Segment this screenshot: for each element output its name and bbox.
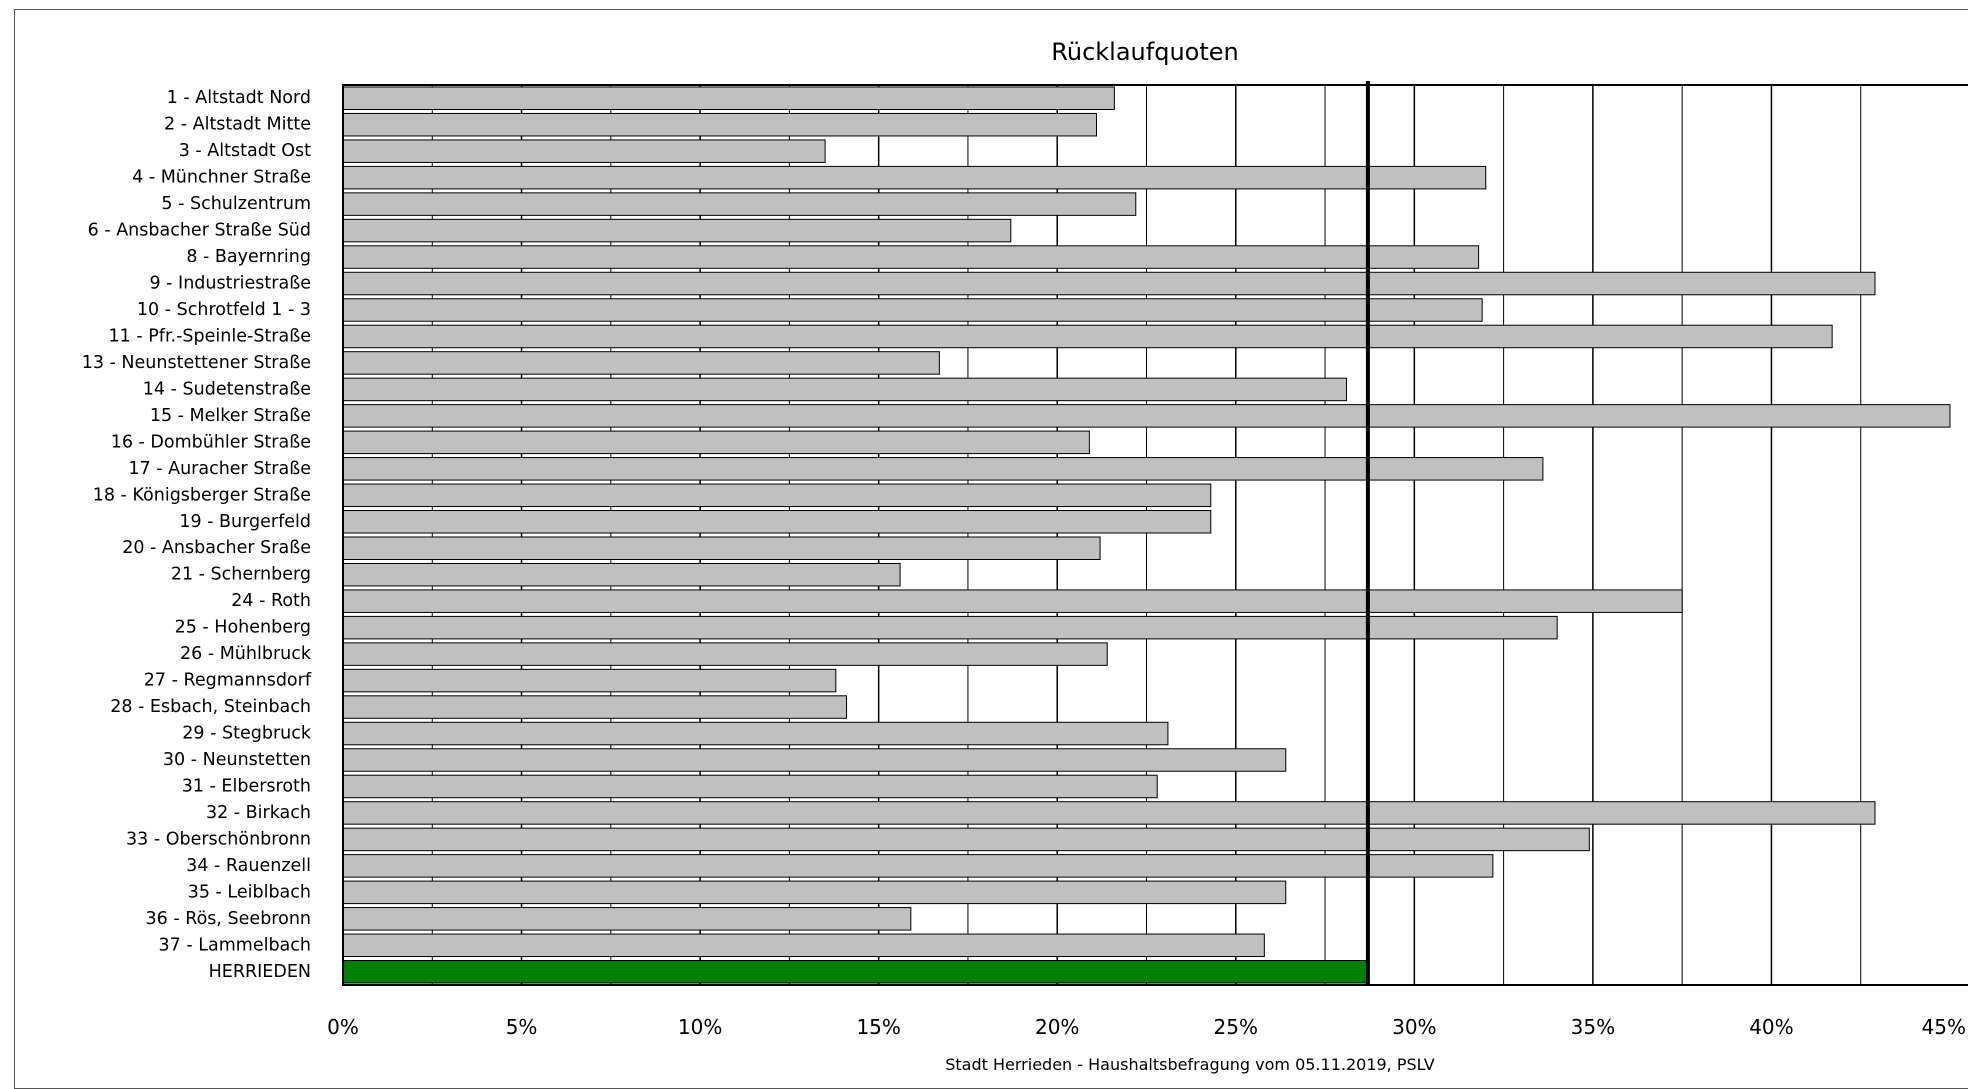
bar bbox=[342, 377, 1347, 402]
category-label: 2 - Altstadt Mitte bbox=[164, 115, 311, 135]
category-label: 33 - Oberschönbronn bbox=[126, 829, 311, 849]
bar bbox=[342, 139, 826, 163]
bar bbox=[342, 642, 1108, 666]
category-labels: 1 - Altstadt Nord 2 - Altstadt Mitte 3 - A… bbox=[82, 88, 312, 982]
category-label: 35 - Leiblbach bbox=[188, 882, 311, 902]
bar bbox=[342, 430, 1090, 455]
category-label: 28 - Esbach, Steinbach bbox=[110, 697, 311, 717]
category-label: 29 - Stegbruck bbox=[182, 724, 312, 744]
x-tick-label: 5% bbox=[506, 1015, 538, 1039]
category-label: 18 - Königsberger Straße bbox=[93, 485, 311, 505]
category-label: 8 - Bayernring bbox=[186, 247, 311, 267]
category-label: HERRIEDEN bbox=[209, 962, 311, 982]
x-tick-label: 35% bbox=[1571, 1015, 1615, 1039]
bar bbox=[342, 854, 1494, 878]
category-label: 25 - Hohenberg bbox=[175, 618, 311, 638]
category-label: 14 - Sudetenstraße bbox=[143, 379, 311, 399]
category-label: 4 - Münchner Straße bbox=[132, 168, 311, 188]
category-label: 5 - Schulzentrum bbox=[161, 194, 311, 214]
chart-caption: Stadt Herrieden - Haushaltsbefragung vom… bbox=[945, 1055, 1435, 1074]
plot-border bbox=[342, 84, 1968, 986]
category-label: 37 - Lammelbach bbox=[159, 935, 311, 955]
bar bbox=[342, 165, 1487, 190]
category-label: 27 - Regmannsdorf bbox=[144, 671, 312, 691]
bar bbox=[342, 86, 1115, 110]
bar bbox=[342, 721, 1169, 746]
category-label: 20 - Ansbacher Sraße bbox=[122, 538, 311, 558]
category-label: 10 - Schrotfeld 1 - 3 bbox=[137, 300, 311, 320]
bar bbox=[342, 668, 837, 693]
bar bbox=[342, 112, 1098, 137]
category-label: 11 - Pfr.-Speinle-Straße bbox=[109, 326, 311, 346]
bar bbox=[342, 880, 1287, 905]
x-tick-label: 30% bbox=[1392, 1015, 1436, 1039]
bar bbox=[342, 933, 1265, 958]
x-tick-label: 0% bbox=[327, 1015, 359, 1039]
category-label: 32 - Birkach bbox=[206, 803, 311, 823]
bar bbox=[342, 271, 1876, 296]
category-label: 26 - Mühlbruck bbox=[180, 644, 312, 664]
category-label: 16 - Dombühler Straße bbox=[111, 432, 311, 452]
category-label: 19 - Burgerfeld bbox=[179, 512, 311, 532]
bar bbox=[342, 774, 1158, 799]
category-label: 31 - Elbersroth bbox=[182, 776, 311, 796]
category-label: 36 - Rös, Seebronn bbox=[146, 909, 311, 929]
category-label: 3 - Altstadt Ost bbox=[179, 141, 311, 161]
chart-title: Rücklaufquoten bbox=[1051, 38, 1238, 66]
bar bbox=[342, 192, 1137, 216]
bar bbox=[342, 404, 1951, 428]
x-tick-label: 40% bbox=[1749, 1015, 1793, 1039]
bar bbox=[342, 695, 848, 719]
bar bbox=[342, 615, 1558, 640]
bar bbox=[342, 827, 1590, 852]
category-label: 17 - Auracher Straße bbox=[128, 459, 311, 479]
category-label: 9 - Industriestraße bbox=[149, 274, 311, 294]
bar bbox=[342, 589, 1683, 613]
bar bbox=[342, 324, 1833, 349]
bar bbox=[342, 907, 912, 931]
category-label: 6 - Ansbacher Straße Süd bbox=[88, 221, 311, 241]
category-label: 30 - Neunstetten bbox=[163, 750, 311, 770]
bar bbox=[342, 218, 1012, 243]
category-label: 21 - Schernberg bbox=[171, 565, 311, 585]
bar bbox=[342, 801, 1876, 825]
category-label: 34 - Rauenzell bbox=[186, 856, 311, 876]
x-tick-label: 25% bbox=[1214, 1015, 1258, 1039]
bar bbox=[342, 298, 1483, 322]
category-label: 24 - Roth bbox=[231, 591, 311, 611]
bar bbox=[342, 351, 940, 375]
bar bbox=[342, 245, 1480, 269]
x-tick-label: 10% bbox=[678, 1015, 722, 1039]
bar bbox=[342, 562, 901, 587]
x-tick-label: 45% bbox=[1922, 1015, 1966, 1039]
bar bbox=[342, 457, 1544, 481]
category-label: 1 - Altstadt Nord bbox=[167, 88, 311, 108]
bar bbox=[342, 748, 1287, 772]
bar bbox=[342, 483, 1212, 508]
bar bbox=[342, 510, 1212, 534]
bar-highlight bbox=[342, 960, 1369, 984]
category-label: 13 - Neunstettener Straße bbox=[82, 353, 311, 373]
x-tick-label: 20% bbox=[1035, 1015, 1079, 1039]
category-label: 15 - Melker Straße bbox=[150, 406, 311, 426]
x-tick-labels: 0% 5% 10% 15% 20% 25% 30% 35% 40% 45% bbox=[327, 1015, 1966, 1039]
x-tick-label: 15% bbox=[856, 1015, 900, 1039]
bar bbox=[342, 536, 1101, 560]
